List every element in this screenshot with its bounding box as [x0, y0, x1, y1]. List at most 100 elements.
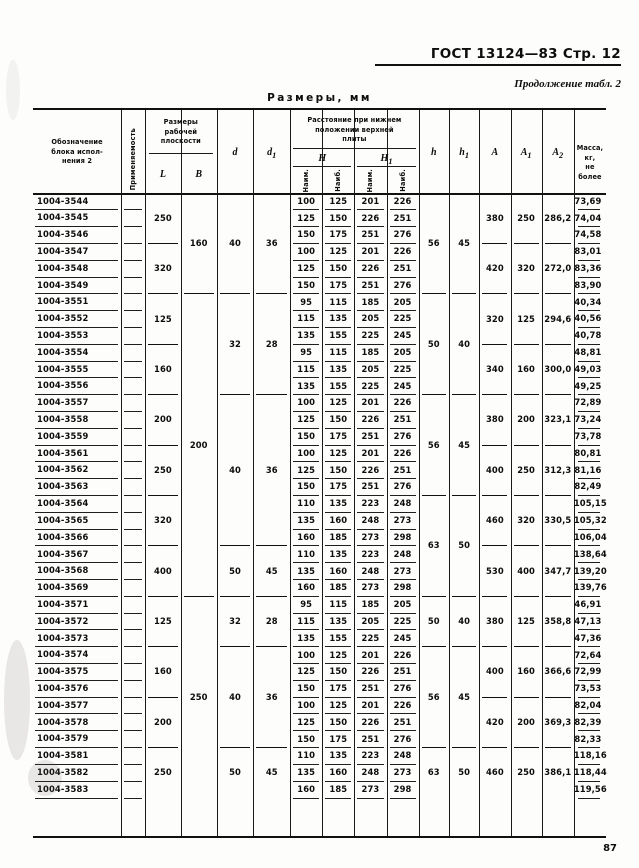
- row-designation: 1004-3547: [37, 246, 89, 257]
- applicability-tick: [124, 259, 143, 261]
- cell-H-max-rule: [325, 259, 352, 261]
- cell-A-group-rule: [482, 545, 508, 547]
- cell-L-group-rule: [148, 595, 178, 597]
- cell-A-group-rule: [482, 293, 508, 295]
- cell-H-min-rule: [293, 495, 320, 496]
- cell-H1-min-rule: [357, 326, 384, 328]
- cell-H1-max: 276: [393, 229, 412, 240]
- header-L: L: [159, 169, 166, 180]
- cell-mass: 138,64: [573, 548, 607, 559]
- cell-mass-rule: [577, 310, 600, 312]
- cell-H1-min-rule: [357, 797, 384, 799]
- cell-h1: 40: [458, 338, 471, 349]
- cell-H-max: 160: [329, 515, 348, 526]
- cell-H1-max: 226: [393, 397, 412, 408]
- cell-d1-group-rule: [256, 545, 288, 547]
- cell-A-group-rule: [482, 495, 508, 496]
- cell-d1: 36: [265, 691, 278, 702]
- cell-d: 50: [229, 767, 241, 778]
- designation-underline: [35, 747, 119, 749]
- header-applicability: Применяемость: [129, 128, 138, 191]
- row-designation: 1004-3566: [37, 531, 89, 542]
- cell-A2: 300,0: [544, 363, 572, 374]
- cell-H-min-rule: [293, 747, 320, 749]
- cell-H-min-rule: [293, 511, 320, 513]
- cell-H-min: 95: [300, 347, 313, 358]
- header-d: d: [232, 147, 238, 158]
- cell-H1-max: 251: [393, 414, 412, 425]
- cell-h-group-rule: [421, 646, 446, 648]
- applicability-tick: [124, 410, 143, 412]
- row-designation: 1004-3569: [37, 582, 89, 593]
- cell-H1-max-rule: [389, 410, 416, 412]
- cell-mass: 82,33: [574, 733, 602, 744]
- cell-L: 250: [154, 767, 172, 778]
- cell-H-min-rule: [293, 259, 320, 261]
- cell-A1-group-rule: [513, 545, 539, 547]
- cell-H1-min: 273: [361, 582, 380, 593]
- cell-H1-max-rule: [389, 528, 416, 530]
- cell-H-min: 125: [297, 263, 316, 274]
- cell-H-min-rule: [293, 310, 320, 312]
- cell-H1-min: 251: [361, 431, 380, 442]
- cell-H-max-rule: [325, 226, 352, 228]
- cell-H-min: 95: [300, 599, 313, 610]
- applicability-tick: [124, 242, 143, 244]
- row-designation: 1004-3548: [37, 262, 89, 273]
- cell-h1: 50: [458, 767, 471, 778]
- cell-H1-min-rule: [357, 310, 384, 312]
- cell-L: 160: [154, 666, 172, 677]
- cell-H1-min: 248: [361, 515, 380, 526]
- designation-underline: [35, 377, 119, 379]
- cell-H-max-rule: [325, 595, 352, 597]
- cell-B: 250: [189, 691, 208, 702]
- row-designation: 1004-3545: [37, 212, 89, 223]
- row-designation: 1004-3556: [37, 380, 89, 391]
- cell-H-max: 125: [329, 699, 348, 710]
- applicability-tick: [124, 427, 143, 429]
- cell-H1-min: 226: [361, 716, 380, 727]
- cell-H-max: 135: [329, 750, 348, 761]
- cell-H1-min-rule: [357, 528, 384, 530]
- cell-H-max-rule: [325, 360, 352, 362]
- cell-A-group-rule: [482, 646, 508, 648]
- cell-H-min: 150: [297, 481, 316, 492]
- cell-H-max: 135: [329, 498, 348, 509]
- designation-underline: [35, 730, 119, 732]
- row-designation: 1004-3544: [37, 195, 89, 206]
- cell-H-max: 125: [329, 246, 348, 257]
- cell-H-max-rule: [325, 410, 352, 412]
- cell-H-max: 125: [329, 195, 348, 206]
- cell-d: 40: [229, 464, 241, 475]
- row-designation: 1004-3574: [37, 649, 89, 660]
- cell-H-min: 115: [297, 313, 316, 324]
- cell-mass-rule: [577, 410, 600, 412]
- designation-underline: [35, 629, 119, 631]
- row-designation: 1004-3551: [37, 296, 89, 307]
- row-designation: 1004-3558: [37, 414, 89, 425]
- cell-B: 160: [189, 237, 208, 248]
- cell-mass: 40,78: [574, 330, 602, 341]
- designation-underline: [35, 242, 119, 244]
- cell-H1-min: 205: [361, 363, 380, 374]
- cell-H-min: 125: [297, 464, 316, 475]
- cell-H1-min: 201: [361, 447, 380, 458]
- header-H: H: [318, 153, 327, 164]
- cell-H1-min-rule: [357, 209, 384, 211]
- applicability-tick: [124, 293, 143, 295]
- cell-L: 320: [154, 263, 172, 274]
- designation-underline: [35, 696, 119, 698]
- cell-H-max: 150: [329, 464, 348, 475]
- cell-A: 530: [485, 565, 504, 576]
- applicability-tick: [124, 612, 143, 614]
- cell-mass: 73,69: [574, 195, 602, 206]
- cell-L: 125: [154, 616, 172, 627]
- cell-mass: 82,04: [574, 699, 602, 710]
- designation-underline: [35, 259, 119, 261]
- cell-H-min-rule: [293, 763, 320, 765]
- cell-H-min-rule: [293, 797, 320, 799]
- cell-H-min-rule: [293, 276, 320, 278]
- cell-H1-max-rule: [389, 730, 416, 732]
- cell-H1-min-rule: [357, 646, 384, 648]
